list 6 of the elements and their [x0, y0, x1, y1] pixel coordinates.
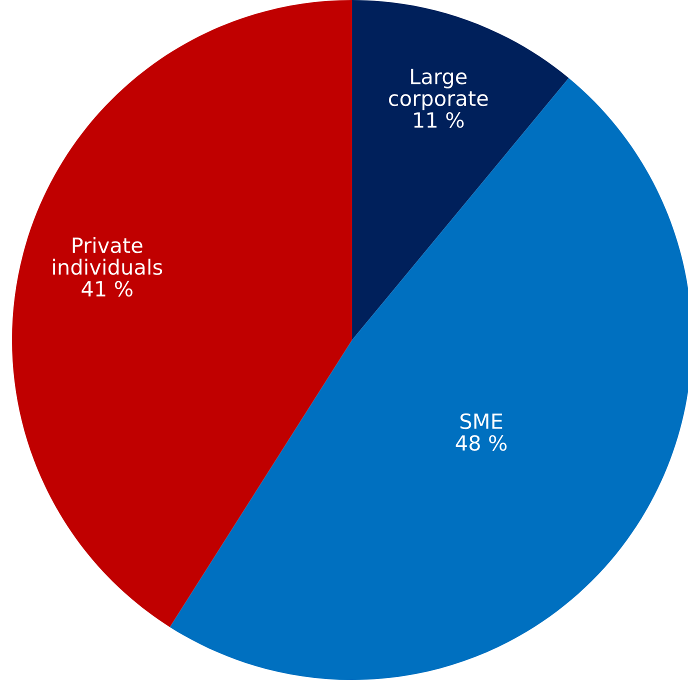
data-label: 11 %: [414, 112, 464, 128]
slice-label: SME: [460, 413, 502, 430]
slice-label: Large corporate: [389, 68, 488, 110]
data-label: 48 %: [456, 435, 507, 451]
data-label: 41 %: [82, 280, 132, 297]
slice-label: Private individuals: [53, 237, 162, 275]
